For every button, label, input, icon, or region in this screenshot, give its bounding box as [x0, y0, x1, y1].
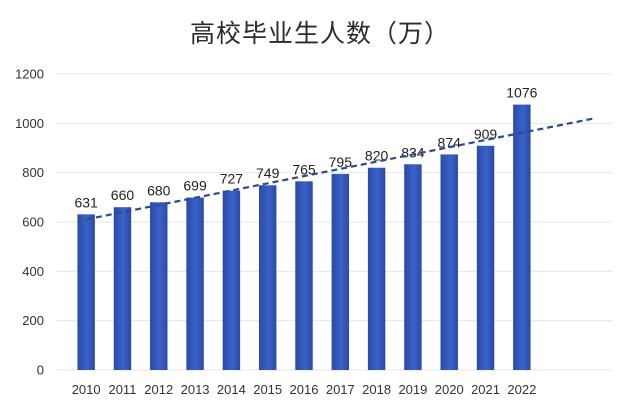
bar-2018	[367, 167, 386, 370]
bar-2011	[113, 207, 132, 370]
bar-2016	[295, 181, 313, 370]
bar-2015	[258, 185, 277, 370]
data-label: 1076	[506, 85, 537, 101]
data-label: 699	[183, 178, 207, 194]
x-tick-label: 2018	[362, 382, 391, 397]
data-label: 795	[329, 154, 353, 170]
bar-2022	[513, 104, 531, 370]
y-tick-label: 800	[22, 165, 44, 180]
y-axis-ticks: 0 200 400 600 800 1000 1200	[15, 67, 44, 378]
x-tick-label: 2014	[217, 382, 246, 397]
y-tick-label: 200	[22, 313, 44, 328]
x-tick-label: 2019	[398, 382, 427, 397]
data-label: 834	[401, 144, 425, 160]
x-tick-label: 2022	[507, 382, 536, 397]
bars	[77, 104, 531, 370]
y-tick-label: 400	[22, 264, 44, 279]
x-axis-ticks: 2010 2011 2012 2013 2014 2015 2016 2017 2018 2019…	[72, 382, 537, 397]
bar-2013	[186, 197, 204, 370]
x-tick-label: 2017	[326, 382, 355, 397]
data-label: 749	[256, 165, 280, 181]
x-tick-label: 2012	[144, 382, 173, 397]
bar-2017	[331, 173, 350, 370]
x-tick-label: 2020	[435, 382, 464, 397]
trendline-path	[85, 117, 593, 221]
x-tick-label: 2016	[290, 382, 319, 397]
data-label: 631	[74, 194, 98, 210]
y-tick-label: 600	[22, 215, 44, 230]
x-tick-label: 2011	[108, 382, 136, 397]
data-label: 660	[111, 187, 135, 203]
bar-2020	[440, 154, 458, 370]
bar-2014	[222, 190, 241, 370]
x-tick-label: 2013	[181, 382, 210, 397]
data-label: 765	[292, 161, 316, 177]
chart-title: 高校毕业生人数（万）	[189, 19, 450, 48]
bar-2010	[77, 214, 95, 370]
y-tick-label: 1200	[15, 67, 44, 82]
x-tick-label: 2021	[471, 382, 500, 397]
x-tick-label: 2015	[253, 382, 282, 397]
bar-2012	[150, 202, 168, 370]
data-label: 874	[438, 134, 462, 150]
x-tick-label: 2010	[72, 382, 101, 397]
data-label: 820	[365, 148, 389, 164]
bar-2021	[476, 145, 495, 370]
y-tick-label: 0	[37, 363, 44, 378]
y-tick-label: 1000	[15, 116, 44, 131]
trendline	[85, 117, 593, 221]
bar-2019	[404, 164, 422, 370]
data-label: 680	[147, 182, 171, 198]
data-label: 727	[220, 171, 244, 187]
